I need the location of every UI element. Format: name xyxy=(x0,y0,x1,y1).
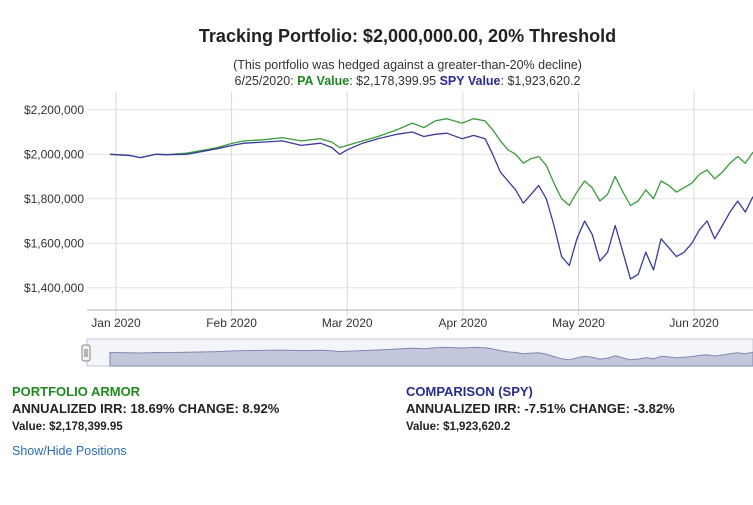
y-tick-label: $1,400,000 xyxy=(24,281,84,295)
chart-title: Tracking Portfolio: $2,000,000.00, 20% T… xyxy=(198,26,617,46)
line-chart[interactable]: $1,400,000 $1,600,000 $1,800,000 $2,000,000… xyxy=(0,0,753,380)
grid-layer xyxy=(87,92,753,316)
x-tick-label: Apr 2020 xyxy=(438,316,487,330)
navigator-left-handle[interactable] xyxy=(81,344,91,362)
portfolio-armor-line xyxy=(109,118,753,207)
x-tick-label: May 2020 xyxy=(552,316,605,330)
portfolio-armor-heading: PORTFOLIO ARMOR xyxy=(12,384,141,399)
show-hide-positions-link[interactable]: Show/Hide Positions xyxy=(12,444,127,458)
y-tick-label: $1,800,000 xyxy=(24,192,84,206)
comparison-irr: ANNUALIZED IRR: -7.51% CHANGE: -3.82% xyxy=(406,401,675,416)
series-layer xyxy=(109,118,753,280)
x-tick-label: Jan 2020 xyxy=(91,316,141,330)
chart-status-line: 6/25/2020: PA Value: $2,178,399.95 SPY V… xyxy=(0,74,753,88)
spy-line xyxy=(109,131,753,280)
status-pa-label: PA Value xyxy=(297,74,350,88)
status-spy-label: SPY Value xyxy=(439,74,501,88)
portfolio-armor-irr: ANNUALIZED IRR: 18.69% CHANGE: 8.92% xyxy=(12,401,280,416)
navigator[interactable] xyxy=(81,338,753,367)
status-spy-value: : $1,923,620.2 xyxy=(500,74,581,88)
portfolio-armor-value: Value: $2,178,399.95 xyxy=(12,421,123,433)
comparison-value: Value: $1,923,620.2 xyxy=(406,421,511,433)
chart-subtitle: (This portfolio was hedged against a gre… xyxy=(233,58,582,72)
comparison-spy-stats: COMPARISON (SPY) ANNUALIZED IRR: -7.51% … xyxy=(406,384,675,433)
x-tick-label: Jun 2020 xyxy=(669,316,719,330)
y-tick-label: $2,200,000 xyxy=(24,103,84,117)
portfolio-armor-stats: PORTFOLIO ARMOR ANNUALIZED IRR: 18.69% C… xyxy=(12,384,279,433)
y-tick-label: $1,600,000 xyxy=(24,236,84,250)
navigator-series xyxy=(109,346,753,367)
x-tick-label: Feb 2020 xyxy=(206,316,257,330)
x-tick-label: Mar 2020 xyxy=(322,316,373,330)
y-tick-label: $2,000,000 xyxy=(24,147,84,161)
status-pa-value: : $2,178,399.95 xyxy=(349,74,437,88)
status-date: 6/25/2020: xyxy=(234,74,294,88)
axis-layer: $1,400,000 $1,600,000 $1,800,000 $2,000,000… xyxy=(24,103,753,330)
comparison-heading: COMPARISON (SPY) xyxy=(406,384,533,399)
